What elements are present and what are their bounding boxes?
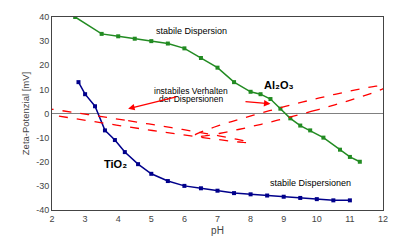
svg-text:4: 4 [116, 214, 121, 224]
svg-text:11: 11 [345, 214, 354, 224]
svg-text:-20: -20 [36, 157, 49, 167]
svg-text:TiO₂: TiO₂ [104, 158, 127, 170]
svg-text:20: 20 [39, 60, 49, 70]
svg-text:12: 12 [378, 214, 388, 224]
svg-text:3: 3 [83, 214, 88, 224]
svg-text:2: 2 [49, 214, 54, 224]
svg-text:-30: -30 [36, 181, 49, 191]
svg-text:5: 5 [149, 214, 154, 224]
svg-text:Zeta-Potenzial [mV]: Zeta-Potenzial [mV] [20, 72, 31, 155]
svg-text:der Dispersionen: der Dispersionen [159, 94, 224, 104]
svg-text:10: 10 [312, 214, 322, 224]
svg-text:9: 9 [281, 214, 286, 224]
svg-text:Al₂O₃: Al₂O₃ [264, 79, 294, 91]
svg-text:6: 6 [182, 214, 187, 224]
svg-text:10: 10 [39, 85, 49, 95]
svg-text:-40: -40 [36, 205, 49, 215]
svg-text:stabile Dispersionen: stabile Dispersionen [270, 178, 351, 188]
svg-text:0: 0 [44, 109, 49, 119]
svg-text:7: 7 [215, 214, 220, 224]
svg-text:40: 40 [39, 12, 49, 22]
svg-text:pH: pH [211, 225, 224, 236]
svg-text:instabiles Verhalten: instabiles Verhalten [154, 86, 228, 96]
svg-text:-10: -10 [36, 133, 49, 143]
svg-text:30: 30 [39, 36, 49, 46]
svg-text:stabile Dispersion: stabile Dispersion [156, 26, 227, 36]
svg-text:8: 8 [248, 214, 253, 224]
